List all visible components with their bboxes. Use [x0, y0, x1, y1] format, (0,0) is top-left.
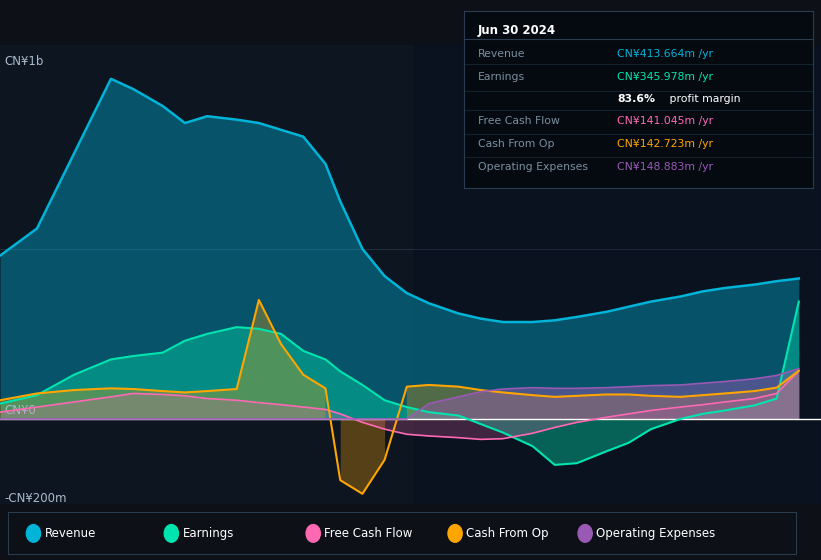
Text: CN¥413.664m /yr: CN¥413.664m /yr: [617, 49, 713, 59]
Ellipse shape: [164, 525, 178, 542]
Text: Earnings: Earnings: [478, 72, 525, 82]
Text: Revenue: Revenue: [44, 527, 96, 540]
Ellipse shape: [26, 525, 40, 542]
Text: Operating Expenses: Operating Expenses: [596, 527, 715, 540]
Text: Free Cash Flow: Free Cash Flow: [324, 527, 413, 540]
Text: Revenue: Revenue: [478, 49, 525, 59]
Text: Earnings: Earnings: [182, 527, 234, 540]
Text: CN¥1b: CN¥1b: [4, 55, 44, 68]
Text: Jun 30 2024: Jun 30 2024: [478, 24, 556, 36]
Text: profit margin: profit margin: [667, 95, 741, 104]
Text: CN¥345.978m /yr: CN¥345.978m /yr: [617, 72, 713, 82]
Text: Cash From Op: Cash From Op: [466, 527, 548, 540]
Text: -CN¥200m: -CN¥200m: [4, 492, 67, 505]
Text: CN¥141.045m /yr: CN¥141.045m /yr: [617, 116, 713, 127]
Text: CN¥142.723m /yr: CN¥142.723m /yr: [617, 139, 713, 150]
Bar: [415, 45, 821, 504]
Text: 83.6%: 83.6%: [617, 95, 655, 104]
Text: CN¥148.883m /yr: CN¥148.883m /yr: [617, 162, 713, 172]
Ellipse shape: [448, 525, 462, 542]
Text: Free Cash Flow: Free Cash Flow: [478, 116, 560, 127]
Ellipse shape: [578, 525, 592, 542]
Text: CN¥0: CN¥0: [4, 404, 36, 417]
Text: Operating Expenses: Operating Expenses: [478, 162, 588, 172]
Ellipse shape: [306, 525, 320, 542]
Text: Cash From Op: Cash From Op: [478, 139, 554, 150]
